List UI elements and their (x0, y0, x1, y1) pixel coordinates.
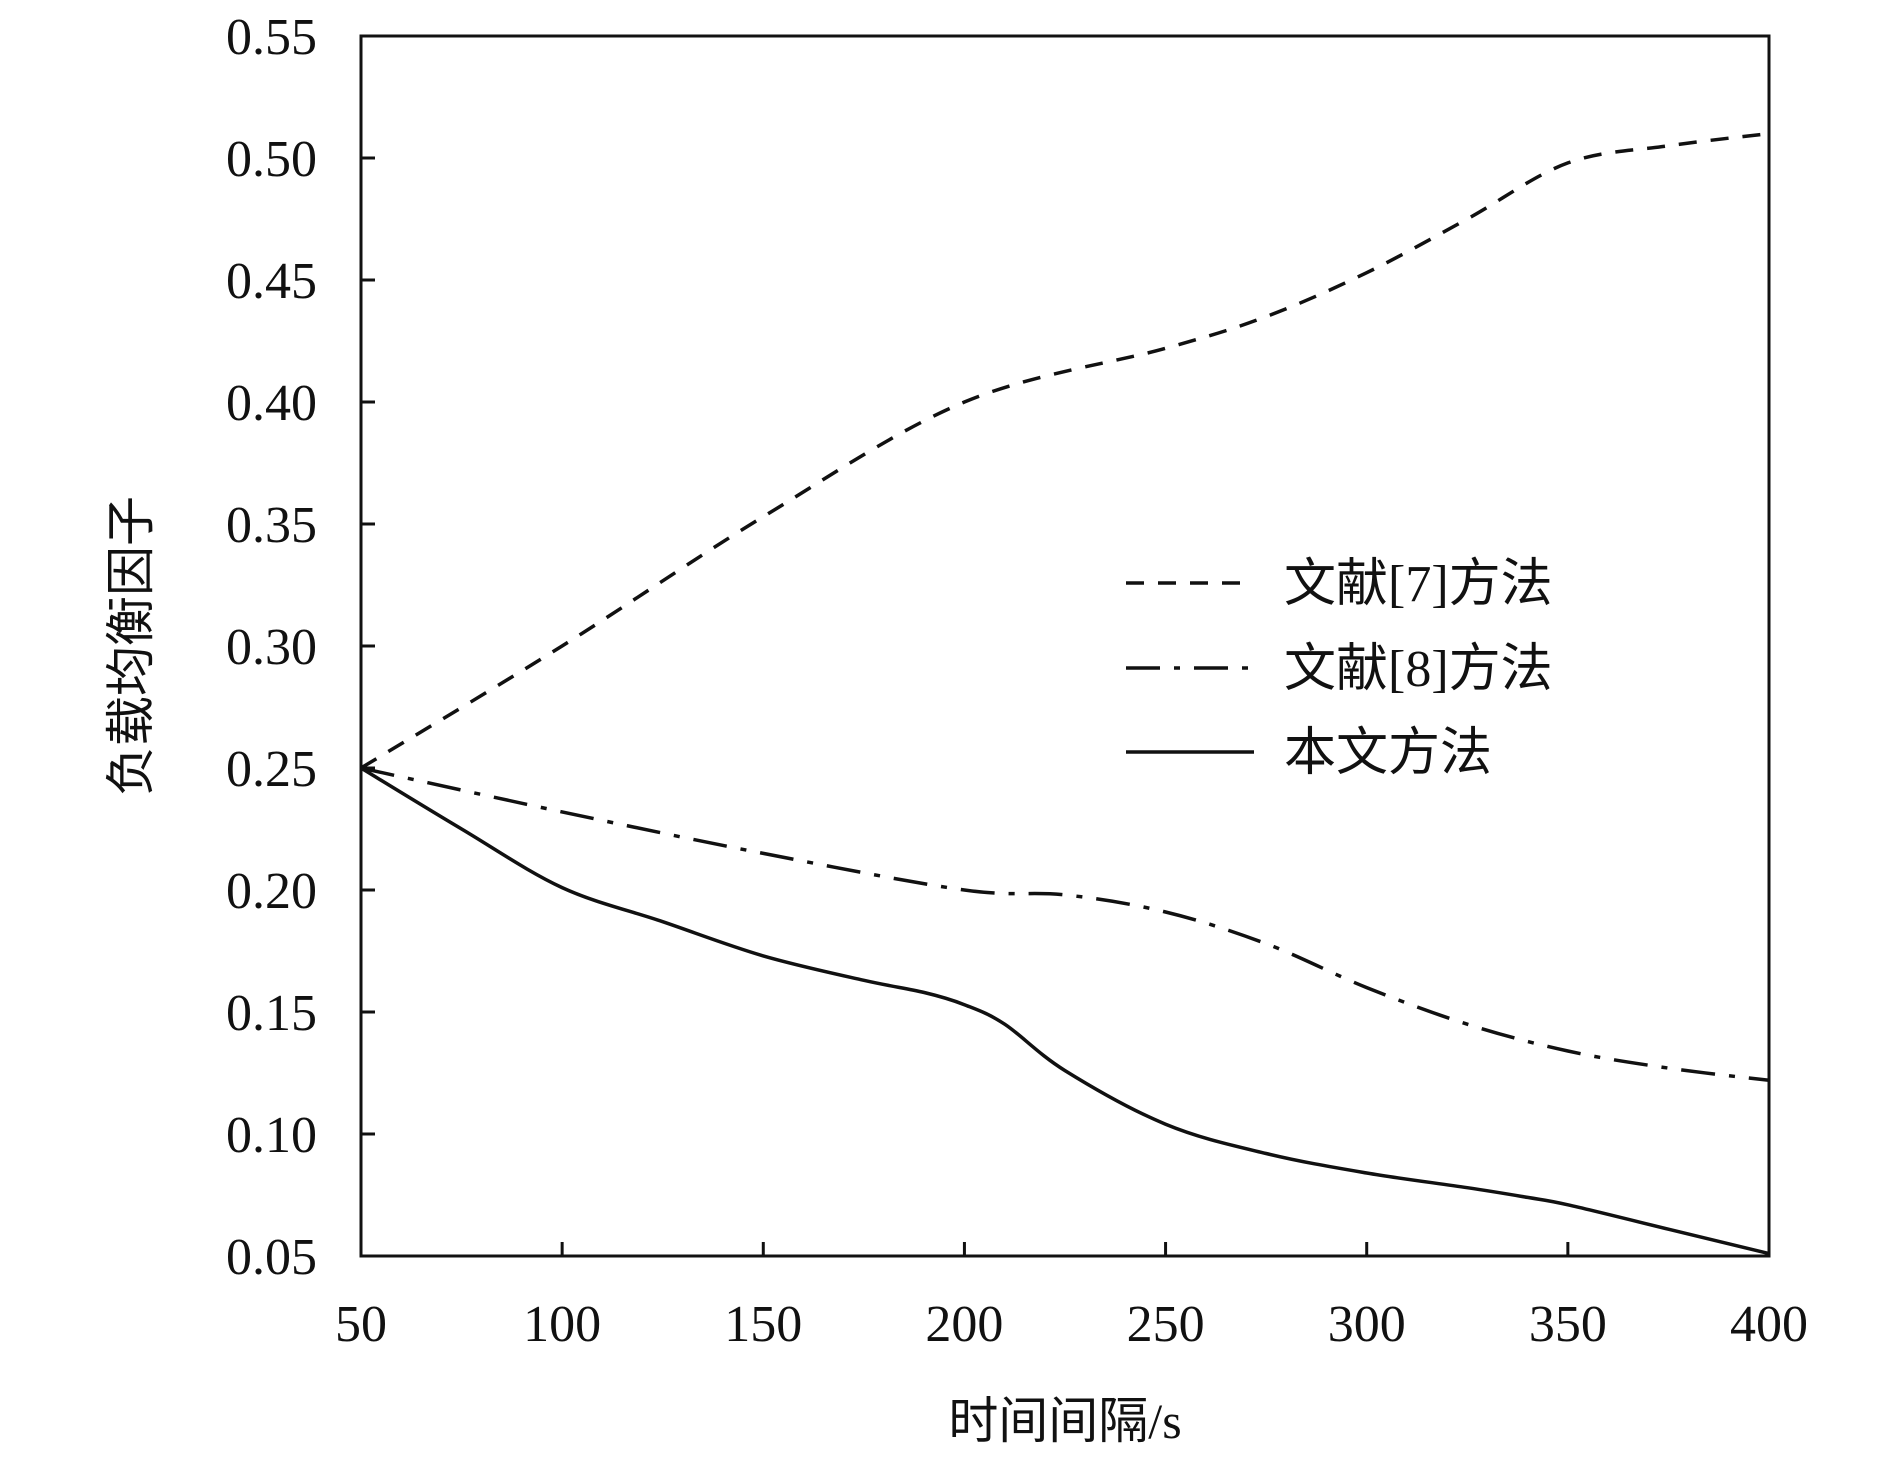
series-layer (360, 131, 1770, 1256)
x-tick-label: 250 (1127, 1296, 1205, 1353)
y-tick-label: 0.45 (226, 253, 317, 310)
plot-frame (359, 34, 1771, 1258)
x-axis: 50 100 150 200 250 300 350 400 (335, 1242, 1808, 1353)
x-axis-title: 时间间隔/s (948, 1393, 1181, 1449)
y-tick-label: 0.10 (226, 1107, 317, 1164)
x-tick-label: 150 (724, 1296, 802, 1353)
series-line-3 (360, 766, 1770, 1256)
y-tick-label: 0.15 (226, 985, 317, 1042)
x-tick-label: 200 (925, 1296, 1003, 1353)
x-tick-label: 300 (1328, 1296, 1406, 1353)
y-tick-label: 0.40 (226, 375, 317, 432)
y-axis-title: 负载均衡因子 (103, 496, 159, 796)
legend-label-1: 文献[7]方法 (1284, 556, 1553, 613)
y-tick-label: 0.55 (226, 9, 317, 66)
y-tick-label: 0.25 (226, 741, 317, 798)
y-tick-label: 0.35 (226, 497, 317, 554)
x-tick-label: 350 (1529, 1296, 1607, 1353)
x-tick-label: 100 (523, 1296, 601, 1353)
x-tick-label: 400 (1730, 1296, 1808, 1353)
y-tick-label: 0.05 (226, 1229, 317, 1286)
y-tick-label: 0.30 (226, 619, 317, 676)
legend-label-3: 本文方法 (1284, 725, 1492, 782)
series-line-2 (360, 766, 1770, 1083)
legend-label-2: 文献[8]方法 (1284, 641, 1553, 698)
y-tick-label: 0.20 (226, 863, 317, 920)
y-tick-label: 0.50 (226, 131, 317, 188)
x-tick-label: 50 (335, 1296, 387, 1353)
series-line-1 (360, 131, 1770, 770)
y-axis: 0.05 0.10 0.15 0.20 0.25 0.30 0.35 0.40 0.45 0.50… (226, 9, 375, 1286)
